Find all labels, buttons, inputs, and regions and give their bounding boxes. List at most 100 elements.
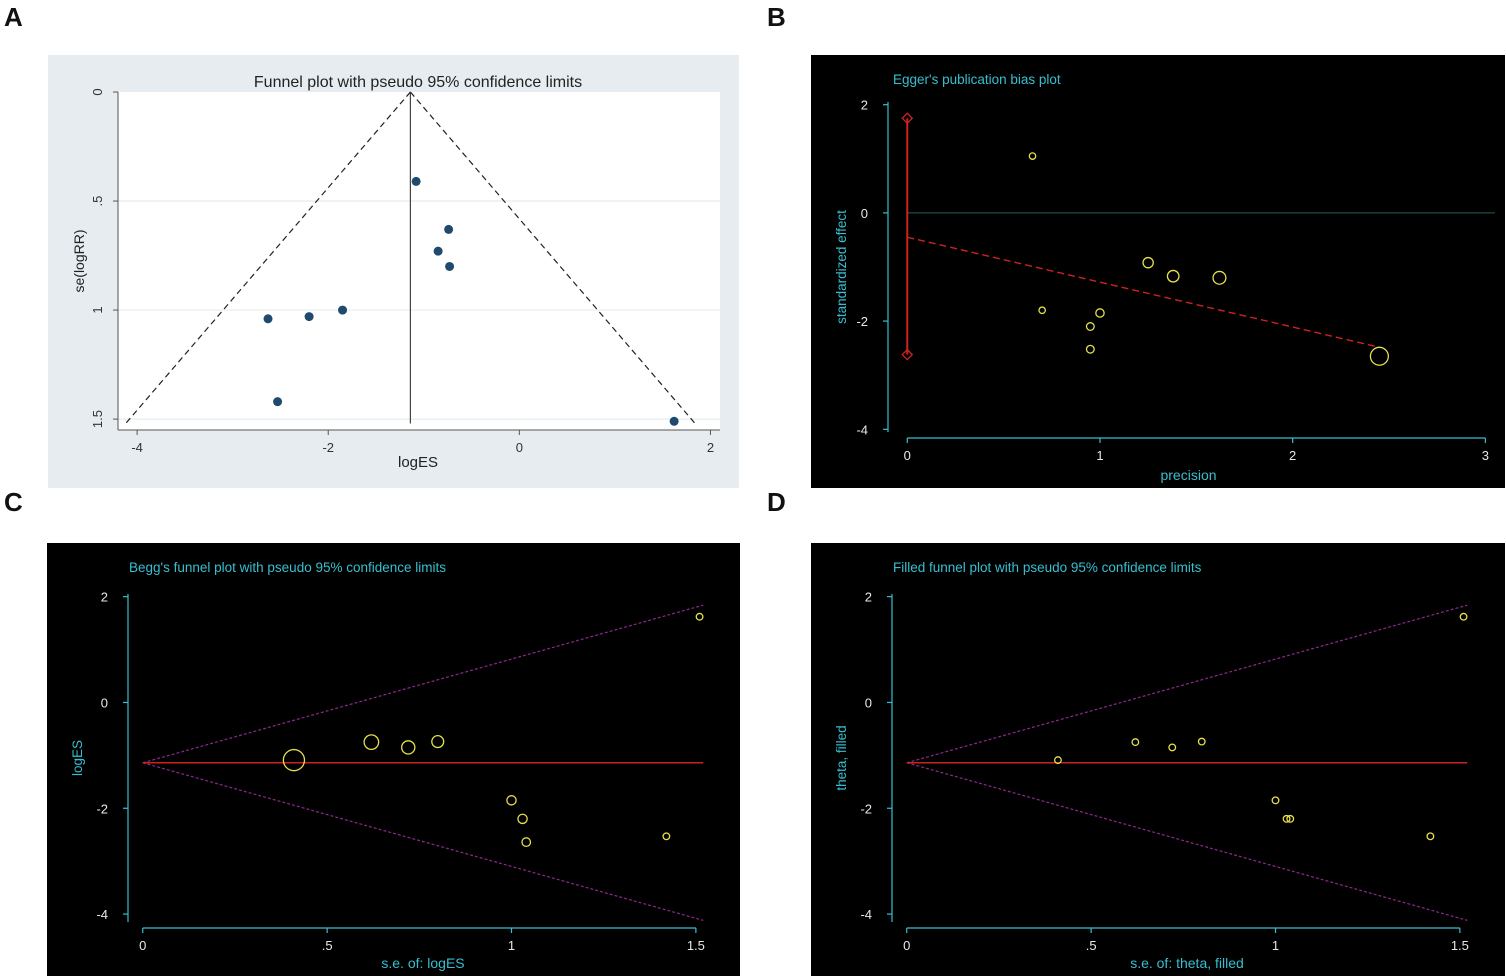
panel-c-data-point (662, 832, 671, 841)
panel-a-left-confidence-limit (125, 91, 411, 424)
panel-b-y-tick-label: -4 (856, 422, 868, 437)
panel-a-data-point (263, 314, 273, 324)
panel-b-data-point (1028, 152, 1037, 160)
panel-d-x-axis-label: s.e. of: theta, filled (1130, 955, 1244, 971)
panel-d-lower-confidence-limit (906, 762, 1468, 921)
panel-b-data-point (1166, 269, 1180, 283)
panel-c-y-axis-label: logES (70, 740, 85, 776)
panel-b-data-point (1142, 256, 1154, 269)
panel-c-title: Begg's funnel plot with pseudo 95% confi… (129, 560, 446, 575)
panel-b-y-tick-label: 2 (861, 98, 868, 113)
panel-d-data-point (1459, 612, 1468, 621)
panel-d-data-point (1131, 738, 1140, 747)
panel-a-x-tick-label: -2 (322, 440, 334, 455)
panel-a-data-point (304, 312, 314, 322)
panel-c-y-tick-label: 2 (101, 590, 108, 605)
panel-a-y-tick-label: 0 (90, 88, 105, 95)
funnel-plot-panel-a: Funnel plot with pseudo 95% confidence l… (48, 55, 739, 488)
panel-c-data-point (282, 748, 306, 772)
panel-label-a: A (4, 2, 23, 32)
panel-d-x-tick-label: .5 (1086, 938, 1097, 953)
panel-a-data-point (444, 224, 454, 234)
panel-d-data-point (1426, 832, 1435, 841)
panel-b-x-tick-label: 3 (1482, 448, 1489, 463)
panel-b-background (811, 55, 1505, 488)
panel-c-data-point (695, 612, 704, 621)
panel-d-data-point (1053, 756, 1062, 765)
panel-d-x-tick-label: 1.5 (1451, 938, 1469, 953)
panel-d-y-axis-label: theta, filled (834, 725, 849, 790)
panel-label-b: B (767, 2, 786, 32)
panel-b-x-tick-label: 2 (1289, 448, 1296, 463)
panel-c-x-tick-label: .5 (322, 938, 333, 953)
panel-b-data-point (1095, 308, 1105, 318)
panel-b-title: Egger's publication bias plot (893, 72, 1061, 87)
panel-c-data-point (521, 837, 532, 848)
panel-b-data-point (1085, 322, 1095, 331)
panel-b-data-point (1038, 306, 1047, 315)
panel-c-data-point (431, 735, 445, 749)
panel-b-x-tick-label: 0 (904, 448, 911, 463)
panel-b-y-tick-label: -2 (856, 314, 868, 329)
panel-a-plot-area (118, 92, 720, 430)
egger-plot-panel-b: Egger's publication bias plot -4 -2 0 2 0 1 2 3 p… (811, 55, 1505, 488)
panel-a-y-axis-label: se(logRR) (71, 229, 87, 292)
panel-label-c: C (4, 487, 23, 517)
panel-d-data-point (1197, 737, 1206, 746)
panel-a-data-point (411, 176, 421, 186)
panel-c-background (47, 543, 740, 976)
panel-b-x-axis-label: precision (1160, 467, 1216, 483)
panel-a-x-tick-label: -4 (131, 440, 143, 455)
panel-a-y-tick-label: .5 (90, 196, 105, 207)
panel-d-y-tick-label: -4 (860, 907, 872, 922)
panel-d-data-point (1168, 743, 1177, 752)
panel-a-x-tick-label: 2 (707, 440, 714, 455)
panel-c-upper-confidence-limit (142, 604, 704, 764)
panel-d-data-point (1282, 814, 1291, 823)
panel-a-data-point (338, 305, 348, 315)
panel-b-ci-endpoint-marker (901, 348, 914, 361)
panel-b-egger-regression-line (907, 236, 1380, 348)
panel-a-y-tick-label: 1 (90, 306, 105, 313)
panel-b-ci-endpoint-marker (901, 112, 914, 125)
panel-c-data-point (363, 734, 380, 751)
panel-a-title: Funnel plot with pseudo 95% confidence l… (254, 74, 582, 91)
panel-c-x-tick-label: 0 (139, 938, 146, 953)
panel-b-data-point (1085, 344, 1095, 354)
panel-d-data-point (1271, 796, 1280, 805)
panel-c-x-tick-label: 1.5 (687, 938, 705, 953)
panel-c-data-point (400, 740, 416, 755)
panel-b-x-tick-label: 1 (1096, 448, 1103, 463)
panel-a-x-axis-label: logES (398, 454, 438, 471)
panel-a-data-point (433, 246, 443, 256)
panel-a-y-tick-label: 1.5 (90, 410, 105, 428)
panel-c-lower-confidence-limit (142, 762, 704, 921)
panel-b-data-point (1369, 346, 1389, 366)
panel-c-x-axis-label: s.e. of: logES (381, 955, 464, 971)
panel-label-d: D (767, 487, 786, 517)
panel-b-data-point (1212, 270, 1227, 285)
panel-a-x-tick-label: 0 (516, 440, 523, 455)
filled-funnel-panel-d: Filled funnel plot with pseudo 95% confi… (811, 543, 1505, 976)
panel-c-x-tick-label: 1 (508, 938, 515, 953)
panel-a-right-confidence-limit (409, 91, 696, 424)
panel-d-upper-confidence-limit (906, 604, 1468, 764)
panel-c-data-point (506, 795, 517, 806)
panel-d-data-point (1286, 814, 1295, 823)
panel-b-y-tick-label: 0 (861, 206, 868, 221)
panel-d-background (811, 543, 1505, 976)
panel-a-data-point (669, 416, 679, 426)
panel-b-y-axis-label: standardized effect (834, 210, 849, 324)
panel-c-y-tick-label: -4 (96, 907, 108, 922)
panel-d-title: Filled funnel plot with pseudo 95% confi… (893, 560, 1202, 575)
panel-c-y-tick-label: 0 (101, 695, 108, 710)
panel-c-y-tick-label: -2 (96, 801, 108, 816)
panel-c-data-point (517, 813, 528, 825)
begg-funnel-panel-c: Begg's funnel plot with pseudo 95% confi… (47, 543, 740, 976)
panel-a-data-point (445, 261, 455, 271)
panel-d-x-tick-label: 1 (1272, 938, 1279, 953)
panel-d-y-tick-label: 0 (865, 695, 872, 710)
panel-d-y-tick-label: -2 (860, 801, 872, 816)
panel-a-data-point (273, 397, 283, 407)
